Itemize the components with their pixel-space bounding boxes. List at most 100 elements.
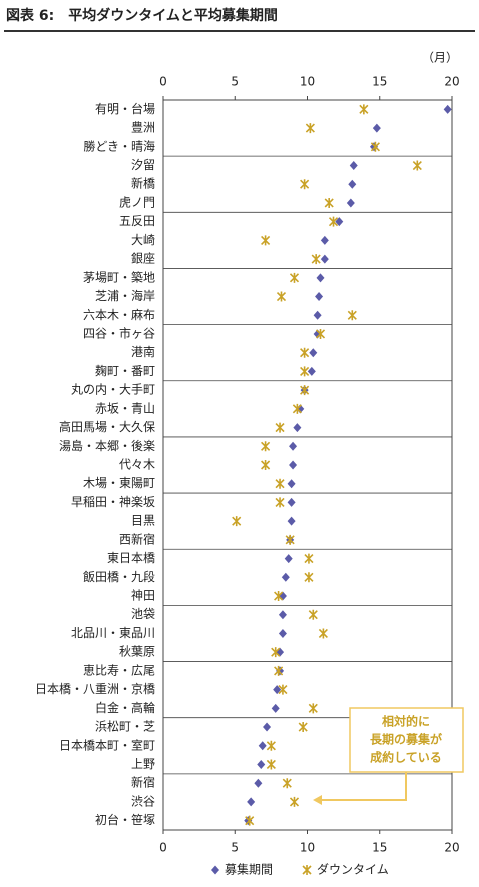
period-point <box>296 404 305 414</box>
downtime-point <box>275 422 285 433</box>
x-tick-label: 5 <box>231 75 239 89</box>
y-tick-label: 神田 <box>131 589 155 603</box>
downtime-point <box>282 778 292 789</box>
downtime-point <box>245 815 255 826</box>
y-tick-label: 目黒 <box>131 514 155 528</box>
downtime-point <box>308 609 318 620</box>
period-point <box>263 722 272 732</box>
x-tick-label: 15 <box>372 841 387 855</box>
y-tick-label: 六本木・麻布 <box>83 307 155 322</box>
downtime-point <box>292 403 302 414</box>
y-tick-label: 恵比寿・広尾 <box>83 663 155 677</box>
downtime-point <box>261 235 271 246</box>
y-tick-label: 大崎 <box>131 233 155 247</box>
period-point <box>284 554 293 564</box>
x-tick-label: 5 <box>231 841 239 855</box>
period-point <box>335 217 344 227</box>
y-tick-label: 有明・台場 <box>95 101 155 116</box>
downtime-point <box>274 591 284 602</box>
downtime-point <box>359 104 369 115</box>
y-tick-label: 芝浦・海岸 <box>95 288 155 303</box>
downtime-point <box>304 553 314 564</box>
downtime-point <box>305 123 315 134</box>
annotation-text: 長期の募集が <box>370 732 442 747</box>
downtime-point <box>261 460 271 470</box>
period-point <box>287 479 296 489</box>
annotation-text: 成約している <box>370 750 442 765</box>
y-tick-label: 茅場町・築地 <box>83 269 155 284</box>
y-tick-label: 勝どき・晴海 <box>83 138 155 153</box>
downtime-point <box>311 254 321 265</box>
period-point <box>247 797 256 807</box>
y-tick-label: 初台・笹塚 <box>95 812 155 827</box>
period-point <box>349 161 358 171</box>
x-tick-label: 20 <box>444 75 459 89</box>
y-tick-label: 丸の内・大手町 <box>71 383 155 397</box>
downtime-point <box>300 385 310 396</box>
downtime-point <box>278 684 288 695</box>
period-point <box>273 685 282 695</box>
downtime-point <box>285 534 295 545</box>
period-point <box>271 703 280 713</box>
x-tick-label: 15 <box>372 75 387 89</box>
y-tick-label: 虎ノ門 <box>119 195 155 209</box>
period-point <box>346 198 355 208</box>
annotation-box <box>349 707 464 773</box>
downtime-point <box>300 366 310 377</box>
y-tick-label: 木場・東陽町 <box>83 476 155 490</box>
y-tick-label: 五反田 <box>119 214 155 228</box>
y-tick-label: 西新宿 <box>119 531 155 546</box>
downtime-point <box>370 141 380 152</box>
period-point <box>258 741 267 751</box>
period-point <box>278 628 287 638</box>
x-tick-label: 20 <box>444 841 459 855</box>
downtime-point <box>318 628 328 639</box>
y-tick-label: 日本橋本町・室町 <box>59 737 155 752</box>
downtime-point <box>275 478 285 489</box>
y-tick-label: 早稲田・神楽坂 <box>71 495 155 509</box>
y-tick-label: 白金・高輪 <box>95 700 155 715</box>
period-point <box>281 572 290 582</box>
period-point <box>289 441 298 451</box>
period-point <box>348 179 357 189</box>
y-tick-label: 上野 <box>131 757 155 771</box>
y-tick-label: 新宿 <box>131 775 155 790</box>
y-tick-label: 高田馬場・大久保 <box>59 419 155 434</box>
period-point <box>316 273 325 283</box>
x-tick-label: 0 <box>159 841 167 855</box>
downtime-point <box>271 647 281 658</box>
downtime-point <box>289 272 300 283</box>
y-tick-label: 秋葉原 <box>119 645 155 659</box>
y-tick-label: 東日本橋 <box>107 551 155 565</box>
downtime-point <box>308 703 318 714</box>
downtime-point <box>412 160 422 171</box>
x-tick-label: 10 <box>300 75 315 89</box>
period-point <box>443 104 452 114</box>
y-tick-label: 豊洲 <box>131 121 155 135</box>
x-tick-label: 10 <box>300 841 315 855</box>
period-point <box>293 423 302 433</box>
downtime-point <box>232 516 242 527</box>
period-point <box>313 329 322 339</box>
y-tick-label: 湯島・本郷・後楽 <box>59 438 155 453</box>
period-point <box>289 460 298 470</box>
downtime-point <box>298 722 308 733</box>
y-tick-label: 港南 <box>131 344 155 359</box>
annotation-arrowhead <box>313 795 322 805</box>
legend-marker <box>302 865 312 875</box>
period-point <box>315 292 324 302</box>
downtime-point <box>315 328 326 339</box>
y-tick-label: 汐留 <box>131 157 155 172</box>
period-point <box>307 366 316 376</box>
y-tick-label: 赤坂・青山 <box>95 401 155 415</box>
downtime-point <box>324 197 334 208</box>
y-tick-label: 銀座 <box>131 251 155 266</box>
downtime-point <box>266 759 276 770</box>
period-point <box>278 610 287 620</box>
period-point <box>287 497 296 507</box>
period-point <box>254 778 263 788</box>
period-point <box>372 123 381 133</box>
downtime-point <box>261 441 271 452</box>
downtime-point <box>275 497 285 508</box>
